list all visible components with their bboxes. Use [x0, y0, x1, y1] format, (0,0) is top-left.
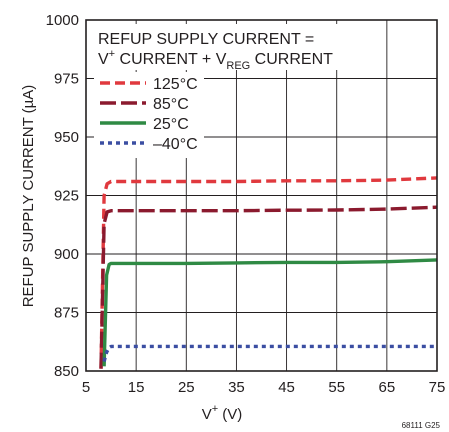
x-tick-label: 15: [128, 379, 145, 396]
x-tick-label: 35: [228, 379, 245, 396]
x-tick-label: 5: [82, 379, 90, 396]
y-tick-label: 850: [54, 363, 79, 380]
annotation-background: [92, 24, 338, 70]
annotation-middle: CURRENT + V: [115, 51, 227, 68]
y-tick-label: 1000: [46, 12, 79, 29]
annotation-line-1: REFUP SUPPLY CURRENT =: [98, 31, 314, 48]
annotation-end: CURRENT: [250, 51, 333, 68]
plot-frame: [85, 19, 438, 372]
x-axis-label: V+ (V): [202, 403, 243, 423]
x-tick-labels: 5 15 25 35 45 55 65 75: [82, 379, 446, 396]
y-tick-label: 925: [54, 188, 79, 205]
y-tick-label: 950: [54, 129, 79, 146]
legend-label: 85°C: [153, 96, 189, 113]
y-tick-label: 975: [54, 71, 79, 88]
x-tick-label: 55: [328, 379, 345, 396]
series-line-3: [102, 344, 437, 363]
x-axis-label-sup: +: [212, 403, 218, 415]
legend-label: –40°C: [153, 136, 198, 153]
annotation-v: V: [98, 51, 109, 68]
series-line-0: [99, 176, 438, 369]
legend-background: [94, 72, 204, 158]
series-line-2: [102, 258, 438, 367]
annotation-reg-subscript: REG: [226, 60, 250, 72]
y-tick-label: 900: [54, 246, 79, 263]
x-tick-label: 25: [178, 379, 195, 396]
legend-label: 125°C: [153, 76, 198, 93]
y-axis-label: REFUP SUPPLY CURRENT (µA): [20, 85, 37, 308]
series-lines: [99, 176, 438, 369]
legend: 125°C 85°C 25°C –40°C: [94, 72, 204, 158]
annotation-line-2: V+ CURRENT + VREG CURRENT: [98, 48, 333, 72]
figure-id: 68111 G25: [402, 421, 441, 430]
x-tick-label: 45: [278, 379, 295, 396]
legend-label: 25°C: [153, 116, 189, 133]
y-tick-labels: 850 875 900 925 950 975 1000: [46, 12, 79, 380]
y-tick-label: 875: [54, 305, 79, 322]
x-axis-label-unit: (V): [218, 406, 242, 423]
x-tick-label: 65: [379, 379, 396, 396]
x-tick-label: 75: [429, 379, 446, 396]
series-line-1: [99, 205, 438, 369]
x-axis-label-v: V: [202, 406, 212, 423]
annotation-v-superscript: +: [109, 48, 115, 60]
